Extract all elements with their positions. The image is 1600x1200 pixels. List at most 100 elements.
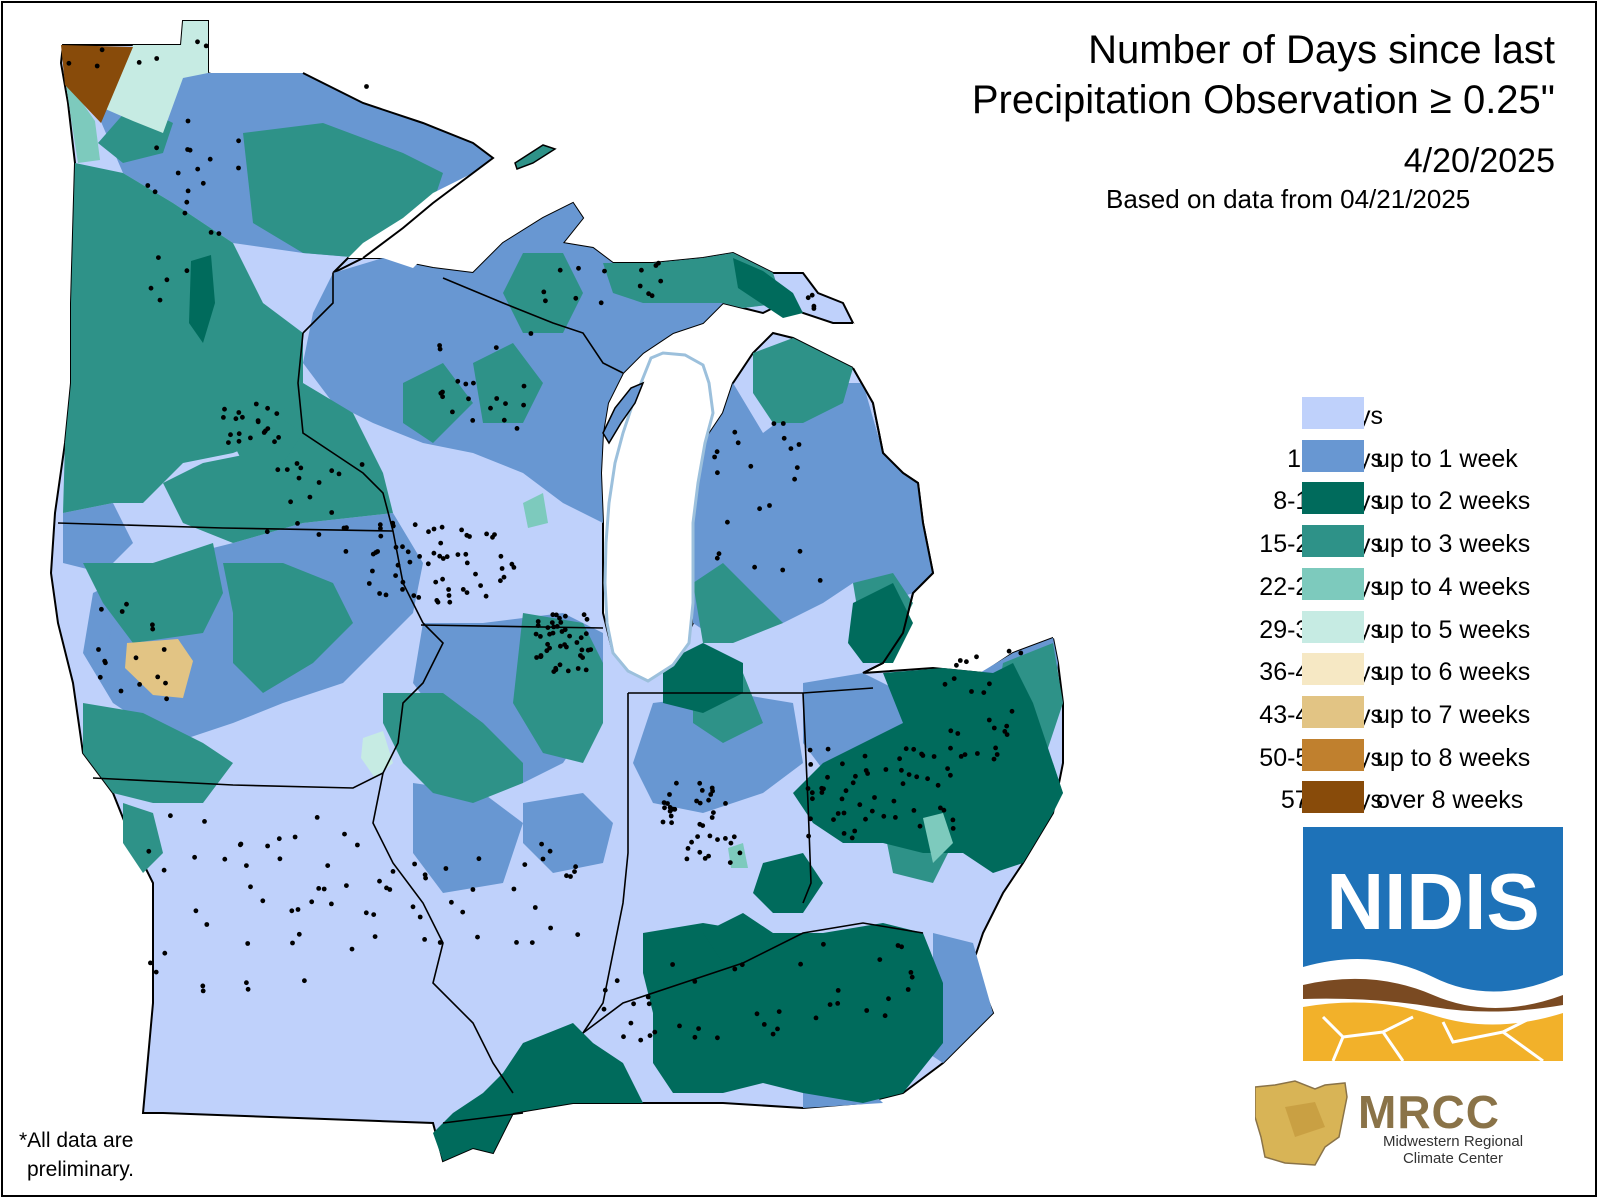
station-dot xyxy=(466,396,471,402)
legend-row: 0 days xyxy=(1103,397,1573,431)
station-dot xyxy=(405,549,411,555)
station-dot xyxy=(911,746,917,752)
station-dot xyxy=(264,529,270,535)
station-dot xyxy=(601,1006,607,1012)
station-dot xyxy=(184,268,190,274)
station-dot xyxy=(557,615,562,621)
station-dot xyxy=(579,647,585,653)
station-dot xyxy=(325,863,331,868)
station-dot xyxy=(723,801,728,806)
station-dot xyxy=(780,421,786,426)
station-dot xyxy=(321,886,327,892)
station-dot xyxy=(565,668,571,674)
station-dot xyxy=(909,974,915,980)
station-dot xyxy=(370,551,376,557)
station-dot xyxy=(955,731,961,736)
station-dot xyxy=(455,378,461,384)
station-dot xyxy=(1004,723,1010,729)
station-dot xyxy=(707,833,713,839)
station-dot xyxy=(551,669,557,674)
station-dot xyxy=(839,796,845,802)
station-dot xyxy=(727,860,733,865)
station-dot xyxy=(863,816,868,822)
station-dot xyxy=(272,439,277,445)
station-dot xyxy=(425,561,431,567)
station-dot xyxy=(931,754,937,759)
station-dot xyxy=(807,747,813,753)
station-dot xyxy=(390,869,396,874)
station-dot xyxy=(573,864,578,870)
station-dot xyxy=(863,768,869,773)
station-dot xyxy=(646,291,651,297)
station-dot xyxy=(470,887,476,892)
legend-desc-label: up to 5 weeks xyxy=(1376,615,1531,644)
station-dot xyxy=(771,421,777,426)
station-dot xyxy=(494,396,500,401)
mrcc-logo-map xyxy=(1255,1080,1348,1166)
station-dot xyxy=(446,593,452,598)
station-dot xyxy=(384,885,389,891)
station-dot xyxy=(437,553,443,559)
station-dot xyxy=(882,1013,888,1019)
station-dot xyxy=(473,571,478,577)
station-dot xyxy=(835,988,841,993)
station-dot xyxy=(146,848,152,854)
station-dot xyxy=(175,170,181,176)
station-dot xyxy=(964,659,969,665)
station-dot xyxy=(831,817,836,822)
lake-superior-shore xyxy=(302,72,495,259)
zone-29-35-days xyxy=(103,21,393,778)
station-dot xyxy=(103,660,108,666)
station-dot xyxy=(390,520,396,526)
station-dot xyxy=(124,601,129,607)
station-dot xyxy=(857,802,863,808)
station-dot xyxy=(400,579,406,585)
station-dot xyxy=(732,966,738,972)
legend-swatch xyxy=(1302,610,1364,643)
station-dot xyxy=(162,950,168,956)
station-dot xyxy=(948,772,953,778)
station-dot xyxy=(806,833,811,839)
station-dot xyxy=(662,805,667,811)
state-borders xyxy=(57,273,924,1124)
station-dot xyxy=(200,180,206,186)
station-dot xyxy=(416,595,422,600)
station-dot xyxy=(449,899,454,905)
station-dot xyxy=(1002,729,1008,734)
station-dot xyxy=(684,856,690,862)
station-dot xyxy=(809,790,815,796)
station-dot xyxy=(483,593,489,599)
nidis-ground xyxy=(1303,1002,1563,1061)
station-dot xyxy=(501,574,507,580)
station-dot xyxy=(522,862,528,867)
station-dot xyxy=(695,834,700,839)
station-dot xyxy=(157,297,163,303)
mrcc-subtitle-line2: Climate Center xyxy=(1402,1150,1504,1167)
zone-8-14-days xyxy=(189,255,1063,1161)
station-dot xyxy=(841,831,847,836)
station-dot xyxy=(221,415,226,420)
station-dot xyxy=(638,1037,644,1043)
station-dot xyxy=(941,807,947,813)
station-dot xyxy=(716,551,722,557)
station-dot xyxy=(207,156,213,162)
legend-swatch xyxy=(1302,397,1364,429)
station-dot xyxy=(950,817,956,823)
station-dot xyxy=(464,560,470,566)
station-dot xyxy=(274,411,280,416)
station-dot xyxy=(1009,708,1015,714)
station-dot xyxy=(737,850,743,856)
lake-superior xyxy=(208,63,563,268)
station-dot xyxy=(314,815,320,820)
station-dot xyxy=(950,826,956,831)
legend-desc-label: up to 2 weeks xyxy=(1376,487,1531,516)
station-dot xyxy=(185,118,191,124)
station-dot xyxy=(422,937,427,942)
station-dot xyxy=(578,635,584,641)
station-dot xyxy=(208,230,214,235)
station-dot xyxy=(708,792,714,797)
station-dot xyxy=(841,810,847,816)
station-dot xyxy=(558,620,564,625)
preliminary-note-line1: *All data are xyxy=(19,1129,134,1152)
station-dot xyxy=(697,780,703,786)
